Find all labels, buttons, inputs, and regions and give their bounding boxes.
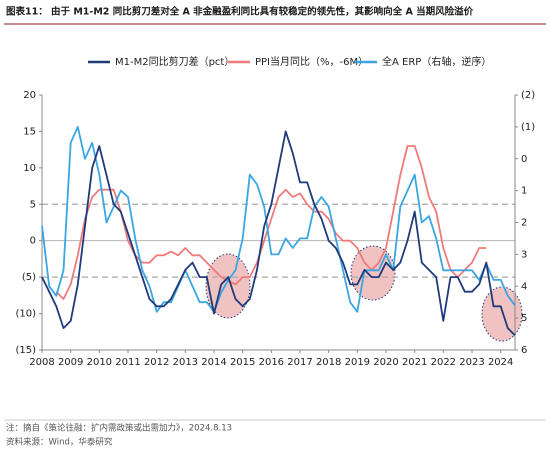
x-tick-label: 2018	[316, 357, 341, 368]
series-line	[41, 126, 516, 313]
y-tick-label: (15)	[15, 345, 36, 356]
x-tick-label: 2024	[488, 357, 513, 368]
y-tick-label: (5)	[22, 272, 36, 283]
x-tick-label: 2014	[201, 357, 226, 368]
x-tick-label: 2009	[58, 357, 83, 368]
y2-tick-label: 5	[521, 313, 527, 324]
x-tick-label: 2021	[402, 357, 427, 368]
x-tick-label: 2016	[259, 357, 284, 368]
highlight	[350, 245, 396, 301]
legend-label: M1-M2同比剪刀差（pct）	[115, 55, 234, 68]
chart-title: 图表11： 由于 M1-M2 同比剪刀差对全 A 非金融盈利同比具有较稳定的领先…	[6, 6, 474, 18]
y2-tick-label: 3	[521, 249, 527, 260]
y2-tick-label: 2	[521, 218, 527, 229]
series-line	[55, 145, 487, 300]
y-tick-label: 10	[23, 163, 36, 174]
x-tick-label: 2019	[345, 357, 370, 368]
source: 资料来源：Wind，华泰研究	[6, 437, 113, 448]
x-tick-label: 2022	[431, 357, 456, 368]
x-tick-label: 2023	[459, 357, 484, 368]
y2-tick-label: 0	[521, 154, 527, 165]
x-tick-label: 2012	[144, 357, 169, 368]
x-tick-label: 2017	[287, 357, 312, 368]
series-line	[41, 130, 516, 337]
y2-tick-label: (2)	[521, 90, 535, 101]
x-tick-label: 2011	[115, 357, 140, 368]
y-tick-label: 5	[30, 199, 36, 210]
x-tick-label: 2008	[29, 357, 54, 368]
highlight	[481, 286, 523, 342]
y2-tick-label: 4	[521, 281, 527, 292]
x-tick-label: 2010	[87, 357, 112, 368]
y2-tick-label: 6	[521, 345, 527, 356]
x-tick-label: 2013	[173, 357, 198, 368]
legend-label: PPI当月同比（%，-6M）	[255, 55, 368, 68]
legend-label: 全A ERP（右轴，逆序）	[382, 55, 491, 68]
note: 注：摘自《策论往融：扩内需政策或出需加力》，2024.8.13	[6, 423, 232, 434]
x-tick-label: 2020	[373, 357, 398, 368]
y-tick-label: 20	[23, 90, 36, 101]
y-tick-label: 15	[23, 126, 36, 137]
y2-tick-label: 1	[521, 186, 527, 197]
x-tick-label: 2015	[230, 357, 255, 368]
y-tick-label: 0	[30, 236, 36, 247]
y-tick-label: (10)	[15, 309, 36, 320]
y2-tick-label: (1)	[521, 122, 535, 133]
